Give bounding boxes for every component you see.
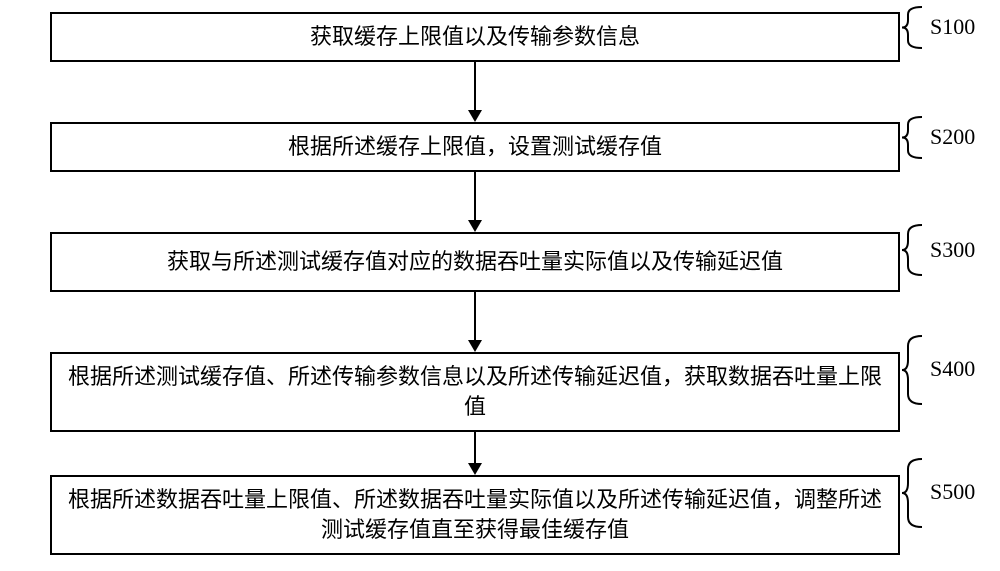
arrow-s200-to-s300: [465, 172, 485, 232]
step-s100: 获取缓存上限值以及传输参数信息: [50, 12, 900, 62]
brace-s100: [902, 5, 926, 50]
step-s300: 获取与所述测试缓存值对应的数据吞吐量实际值以及传输延迟值: [50, 232, 900, 292]
brace-s200: [902, 115, 926, 160]
step-text: 根据所述测试缓存值、所述传输参数信息以及所述传输延迟值，获取数据吞吐量上限值: [64, 362, 886, 421]
brace-s500: [902, 457, 926, 529]
flowchart-canvas: 获取缓存上限值以及传输参数信息 S100 根据所述缓存上限值，设置测试缓存值 S200…: [0, 0, 1000, 571]
step-label-s500: S500: [930, 479, 975, 505]
step-label-s400: S400: [930, 356, 975, 382]
step-text: 获取缓存上限值以及传输参数信息: [310, 22, 640, 52]
arrow-s100-to-s200: [465, 62, 485, 122]
step-text: 获取与所述测试缓存值对应的数据吞吐量实际值以及传输延迟值: [167, 247, 783, 277]
step-label-s300: S300: [930, 237, 975, 263]
step-s400: 根据所述测试缓存值、所述传输参数信息以及所述传输延迟值，获取数据吞吐量上限值: [50, 352, 900, 432]
arrow-s300-to-s400: [465, 292, 485, 352]
step-text: 根据所述缓存上限值，设置测试缓存值: [288, 132, 662, 162]
arrow-s400-to-s500: [465, 432, 485, 475]
step-label-s200: S200: [930, 124, 975, 150]
brace-s400: [902, 334, 926, 406]
step-label-s100: S100: [930, 14, 975, 40]
brace-s300: [902, 223, 926, 277]
step-s500: 根据所述数据吞吐量上限值、所述数据吞吐量实际值以及所述传输延迟值，调整所述测试缓…: [50, 475, 900, 555]
step-s200: 根据所述缓存上限值，设置测试缓存值: [50, 122, 900, 172]
step-text: 根据所述数据吞吐量上限值、所述数据吞吐量实际值以及所述传输延迟值，调整所述测试缓…: [64, 485, 886, 544]
